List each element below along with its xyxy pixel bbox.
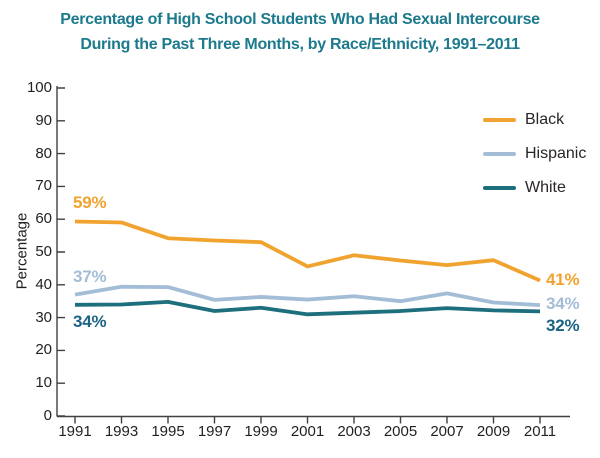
- y-axis-ticks: [57, 87, 65, 417]
- value-label-white-end: 32%: [546, 316, 580, 336]
- x-tick-label: 1999: [244, 423, 278, 440]
- x-tick-label: 2011: [523, 423, 557, 440]
- x-tick-label: 2001: [290, 423, 325, 440]
- line-white: [74, 299, 541, 317]
- y-tick-label: 20: [35, 341, 52, 359]
- legend-item-hispanic: Hispanic: [483, 144, 586, 164]
- y-tick-label: 50: [35, 243, 52, 260]
- y-tick-label: 40: [35, 275, 52, 293]
- legend-label-black: Black: [525, 111, 565, 128]
- legend-swatch-black: [483, 118, 516, 122]
- value-label-hispanic-end: 34%: [546, 294, 580, 314]
- chart-title: Percentage of High School Students Who H…: [0, 7, 600, 57]
- x-tick-label: 2003: [337, 423, 371, 440]
- x-tick-label: 1997: [197, 423, 232, 440]
- x-tick-label: 1991: [58, 423, 92, 440]
- value-label-hispanic-start: 37%: [73, 266, 107, 286]
- y-tick-label: 90: [35, 111, 52, 129]
- y-tick-label: 80: [35, 144, 52, 162]
- legend: Black Hispanic White: [483, 110, 586, 212]
- legend-swatch-white: [483, 186, 516, 190]
- y-tick-label: 0: [43, 407, 52, 424]
- line-hispanic: [74, 284, 541, 308]
- y-tick-label: 70: [35, 177, 52, 195]
- y-tick-label: 10: [35, 374, 52, 392]
- x-axis-ticks: [74, 416, 541, 424]
- y-tick-label: 30: [35, 308, 52, 326]
- legend-item-white: White: [483, 178, 586, 198]
- chart-title-line2: During the Past Three Months, by Race/Et…: [80, 36, 520, 53]
- legend-item-black: Black: [483, 110, 586, 130]
- value-label-white-start: 34%: [73, 311, 107, 331]
- legend-label-white: White: [525, 179, 566, 196]
- x-tick-label: 2007: [430, 423, 464, 440]
- axis-lines: [56, 86, 570, 418]
- x-tick-label: 2005: [383, 423, 418, 440]
- y-tick-label: 100: [26, 79, 52, 96]
- value-label-black-start: 59%: [73, 193, 107, 213]
- x-tick-label: 1993: [104, 423, 139, 440]
- x-tick-label: 2009: [476, 423, 511, 440]
- value-label-black-end: 41%: [546, 269, 580, 289]
- line-black: [74, 219, 541, 283]
- chart-title-line1: Percentage of High School Students Who H…: [60, 11, 540, 28]
- y-tick-label: 60: [35, 210, 52, 228]
- legend-swatch-hispanic: [483, 152, 516, 156]
- x-tick-label: 1995: [151, 423, 185, 440]
- legend-label-hispanic: Hispanic: [525, 145, 587, 162]
